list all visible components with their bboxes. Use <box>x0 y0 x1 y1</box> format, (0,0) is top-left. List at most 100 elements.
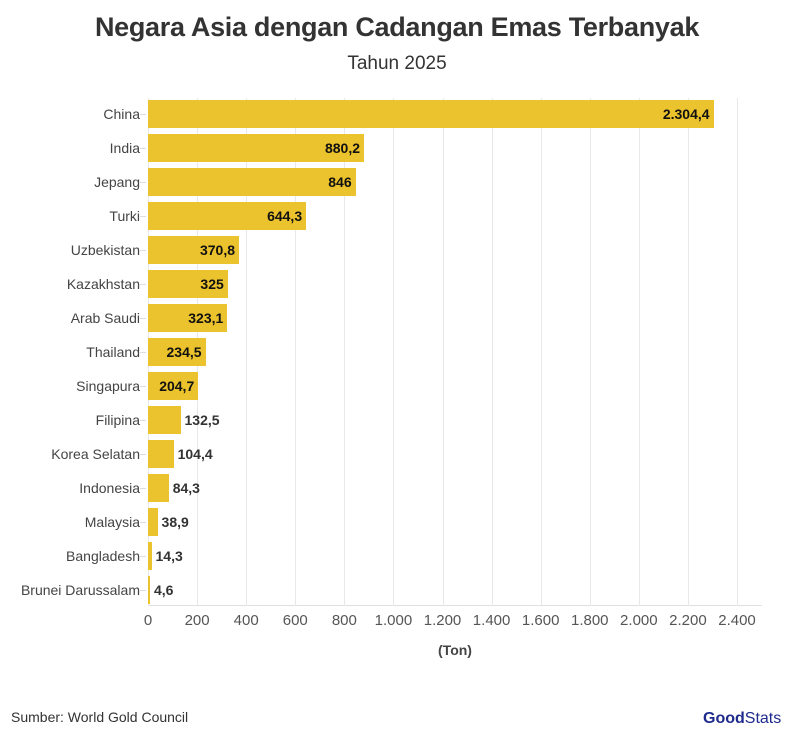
category-label: Uzbekistan <box>70 242 140 258</box>
gridline <box>540 98 542 606</box>
bar-row: Malaysia 38,9 <box>85 508 762 536</box>
bar[interactable] <box>148 406 181 434</box>
gridline <box>638 98 640 606</box>
category-label: Filipina <box>95 412 140 428</box>
bar-row: Turki 644,3 <box>109 202 762 230</box>
category-label: China <box>103 106 140 122</box>
bar-row: Kazakhstan 325 <box>67 270 762 298</box>
goodstats-logo: GoodStats <box>703 710 781 728</box>
y-tick-mark <box>140 488 146 489</box>
x-tick-label: 2.400 <box>718 612 756 629</box>
bar[interactable] <box>148 100 714 128</box>
bar[interactable] <box>148 338 206 366</box>
bar[interactable] <box>148 474 169 502</box>
source-note: Sumber: World Gold Council <box>11 709 189 725</box>
y-tick-mark <box>140 284 146 285</box>
bar[interactable] <box>148 542 152 570</box>
y-tick-mark <box>140 386 146 387</box>
gridline <box>737 98 738 606</box>
bar[interactable] <box>148 134 365 162</box>
x-tick-label: 200 <box>184 612 210 629</box>
value-label: 38,9 <box>161 514 189 530</box>
gridline <box>246 98 248 606</box>
category-label: Indonesia <box>79 480 140 496</box>
bar[interactable] <box>148 270 228 298</box>
value-label: 2.304,4 <box>662 106 710 122</box>
y-tick-mark <box>140 352 146 353</box>
bar-row: Arab Saudi 323,1 <box>71 304 762 332</box>
x-tick-label: 600 <box>282 612 308 629</box>
x-tick-label: 1.600 <box>521 612 560 629</box>
category-label: Jepang <box>94 174 140 190</box>
bar[interactable] <box>148 576 150 604</box>
bar-row: Indonesia 84,3 <box>79 474 762 502</box>
y-tick-mark <box>140 114 146 115</box>
category-label: Bangladesh <box>66 548 140 564</box>
y-tick-mark <box>140 182 146 183</box>
x-tick-label: 1.400 <box>472 612 511 629</box>
x-tick-label: 800 <box>331 612 357 629</box>
gridline <box>344 98 346 606</box>
bar-row: Filipina 132,5 <box>96 406 762 434</box>
category-label: Korea Selatan <box>51 446 140 462</box>
category-label: Malaysia <box>84 514 140 530</box>
y-tick-mark <box>140 148 146 149</box>
y-tick-mark <box>140 250 146 251</box>
value-label: 846 <box>328 174 352 190</box>
x-axis-label: (Ton) <box>438 642 472 658</box>
y-tick-mark <box>140 556 146 557</box>
y-tick-mark <box>140 522 146 523</box>
bar-row: Uzbekistan 370,8 <box>71 236 762 264</box>
value-label: 370,8 <box>199 242 236 258</box>
value-label: 132,5 <box>184 412 220 428</box>
bar[interactable] <box>148 440 174 468</box>
logo-light: Stats <box>744 710 782 727</box>
value-label: 325 <box>200 276 224 292</box>
value-label: 880,2 <box>324 140 361 156</box>
bar-row: China 2.304,4 <box>103 100 762 128</box>
bar-row: India 880,2 <box>110 134 762 162</box>
y-tick-mark <box>140 454 146 455</box>
logo-bold: Good <box>703 710 745 727</box>
gridline <box>491 98 493 606</box>
bar-row: Bangladesh 14,3 <box>66 542 762 570</box>
x-tick-label: 2.200 <box>669 612 707 629</box>
bar[interactable] <box>148 168 356 196</box>
bar[interactable] <box>148 236 239 264</box>
gridline <box>442 98 444 606</box>
y-tick-mark <box>140 590 146 591</box>
x-tick-label: 1.800 <box>570 612 609 629</box>
value-label: 4,6 <box>154 582 174 598</box>
gridline <box>295 98 297 606</box>
x-tick-label: 2.000 <box>620 612 658 629</box>
gridline <box>393 98 395 606</box>
category-label: Brunei Darussalam <box>20 582 140 598</box>
bar[interactable] <box>148 372 199 400</box>
bar-row: Singapura 204,7 <box>76 372 762 400</box>
chart-subtitle: Tahun 2025 <box>347 53 447 74</box>
bar[interactable] <box>148 508 158 536</box>
x-tick-label: 1.200 <box>423 612 462 629</box>
x-tick-label: 1.000 <box>374 612 413 629</box>
value-label: 104,4 <box>177 446 213 462</box>
x-tick-label: 400 <box>233 612 259 629</box>
value-label: 204,7 <box>159 378 195 394</box>
bar[interactable] <box>148 202 307 230</box>
y-tick-mark <box>140 318 146 319</box>
bar-row: Thailand 234,5 <box>86 338 762 366</box>
x-axis-line <box>148 605 762 606</box>
bar[interactable] <box>148 304 228 332</box>
category-label: Singapura <box>76 378 140 394</box>
gridline <box>589 98 591 606</box>
value-label: 323,1 <box>188 310 224 326</box>
category-label: Turki <box>109 208 140 224</box>
category-label: Arab Saudi <box>70 310 140 326</box>
value-label: 234,5 <box>166 344 202 360</box>
plot-area: China 2.304,4 India 880,2 Jepang 846 Turki 644,… <box>21 98 762 606</box>
bar-row: Brunei Darussalam 4,6 <box>21 576 762 604</box>
bar-row: Korea Selatan 104,4 <box>51 440 762 468</box>
x-tick-label: 0 <box>143 612 153 629</box>
bar-row: Jepang 846 <box>94 168 762 196</box>
category-label: Kazakhstan <box>66 276 140 292</box>
y-tick-mark <box>140 420 146 421</box>
